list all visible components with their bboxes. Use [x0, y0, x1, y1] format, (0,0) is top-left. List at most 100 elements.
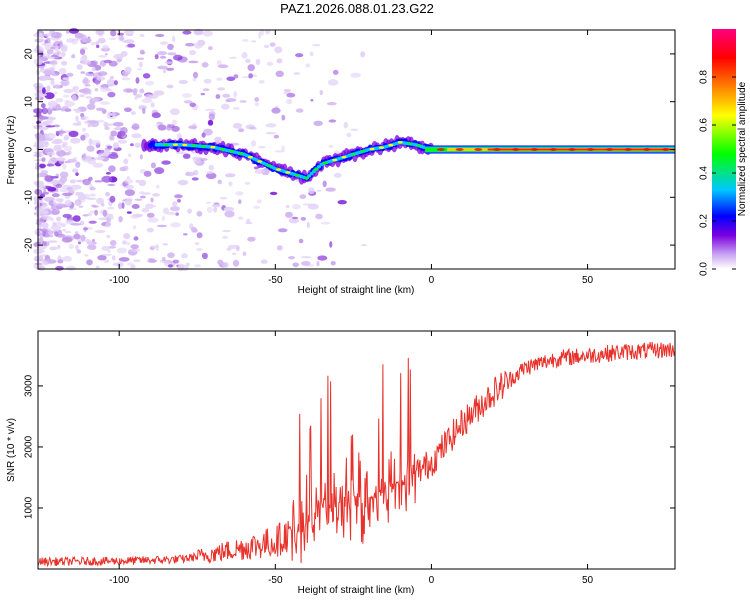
spectrogram-blob [37, 45, 43, 52]
spectrogram-blob [202, 88, 210, 92]
snr-y-label: SNR (10 * v/v) [6, 418, 17, 482]
spectrogram-blob [105, 88, 112, 92]
spectrogram-blob [109, 134, 114, 141]
snr-panel: -100 -50 0 50 1000 2000 3000 Height of straig… [6, 330, 676, 596]
spectrogram-blob [178, 79, 188, 85]
spectrogram-blob [246, 218, 251, 223]
spectrogram-blob [75, 172, 79, 177]
spectrogram-blob [139, 154, 143, 160]
spectrogram-blob [242, 39, 249, 42]
spectrogram-blob [75, 161, 81, 168]
spectrogram-cloud [32, 28, 367, 272]
spectrogram-blob [53, 138, 63, 144]
spectrogram-blob [288, 217, 300, 224]
snr-x-label: Height of straight line (km) [298, 585, 415, 596]
spectrogram-blob [89, 186, 96, 191]
spectrogram-blob [66, 38, 75, 43]
spectrogram-blob [123, 107, 132, 113]
spectrogram-blob [83, 227, 89, 231]
spectrogram-blob [70, 223, 82, 226]
spectrogram-blob [167, 52, 177, 56]
spectrogram-blob [87, 159, 96, 165]
spectrogram-blob [86, 259, 93, 266]
ridge-core [341, 155, 347, 159]
spectrogram-blob [126, 242, 131, 246]
spectrogram-blob [193, 157, 202, 165]
spectrogram-blob [51, 193, 60, 198]
spectrogram-blob [247, 236, 256, 242]
spectrogram-blob [144, 94, 153, 100]
spectrogram-blob [228, 56, 238, 59]
spectrogram-blob [167, 264, 173, 268]
spectrogram-blob [154, 54, 159, 60]
spectrogram-blob [49, 234, 54, 238]
spectrogram-blob [72, 122, 82, 126]
spectrogram-blob [105, 222, 111, 228]
spectrogram-blob [80, 47, 89, 50]
spectrogram-blob [34, 181, 44, 185]
spectrogram-blob [105, 191, 111, 197]
spectrogram-blob [232, 259, 240, 267]
spectrogram-blob [105, 172, 111, 175]
spectrogram-blob [78, 205, 84, 208]
spectrogram-blob [36, 95, 41, 101]
spectrogram-blob [226, 76, 236, 82]
spectrogram-blob [239, 100, 247, 103]
spectrogram-blob [201, 62, 209, 68]
colorbar-gradient [712, 29, 736, 269]
spectrogram-blob [215, 94, 221, 99]
spectrogram-blob [126, 211, 132, 214]
spectrogram-blob [66, 189, 77, 192]
spectrogram-blob [285, 204, 290, 209]
spectrogram-blob [53, 83, 61, 89]
spectrogram-blob [44, 132, 56, 139]
spectrogram-blob [69, 179, 76, 184]
spectrogram-blob [132, 225, 137, 230]
spectrogram-blob [173, 54, 183, 61]
spectrogram-blob [46, 151, 56, 156]
spectrogram-blob [139, 33, 145, 38]
spectrogram-blob [54, 231, 59, 237]
spectrogram-blob [57, 259, 64, 264]
spectrogram-blob [47, 230, 55, 235]
spectrogram-blob [91, 66, 96, 72]
spectrogram-blob [98, 55, 107, 58]
spectrogram-blob [66, 30, 70, 34]
spectrogram-blob [145, 80, 155, 86]
spectrogram-blob [292, 204, 301, 210]
spectrogram-blob [208, 113, 215, 121]
spectrogram-blob [196, 211, 203, 217]
spectrogram-blob [50, 79, 55, 86]
spectrogram-blob [131, 204, 140, 209]
spectrogram-blob [86, 244, 97, 250]
ridge-core [182, 143, 188, 147]
spectrogram-blob [248, 73, 253, 79]
colorbar-tick-label: 0.8 [699, 70, 710, 84]
spectrogram-blob [200, 92, 205, 96]
spectrogram-blob [305, 63, 311, 68]
y-tick-label: -20 [24, 237, 35, 252]
spectrogram-blob [117, 202, 123, 210]
spectrogram-blob [108, 213, 114, 220]
x-tick-label: 0 [429, 275, 435, 286]
spectrogram-blob [182, 153, 191, 159]
spectrogram-blob [90, 139, 101, 145]
spectrogram-blob [82, 59, 91, 66]
band-peak [511, 148, 520, 151]
ridge-core [332, 158, 338, 162]
spectrogram-blob [104, 126, 110, 131]
spectrogram-blob [56, 216, 62, 222]
spectrogram-blob [263, 44, 270, 49]
spectrogram-blob [183, 233, 188, 236]
band-peak [642, 148, 651, 151]
spectrogram-blob [116, 247, 128, 254]
spectrogram-blob [203, 128, 213, 136]
spectrogram-blob [232, 122, 243, 129]
spectrogram-blob [298, 238, 304, 244]
spectrogram-blob [216, 77, 223, 81]
spectrogram-blob [65, 265, 76, 271]
spectrogram-blob [102, 44, 109, 51]
spectrogram-blob [182, 30, 192, 35]
spectrogram-blob [74, 108, 81, 114]
spectrogram-blob [130, 143, 134, 147]
